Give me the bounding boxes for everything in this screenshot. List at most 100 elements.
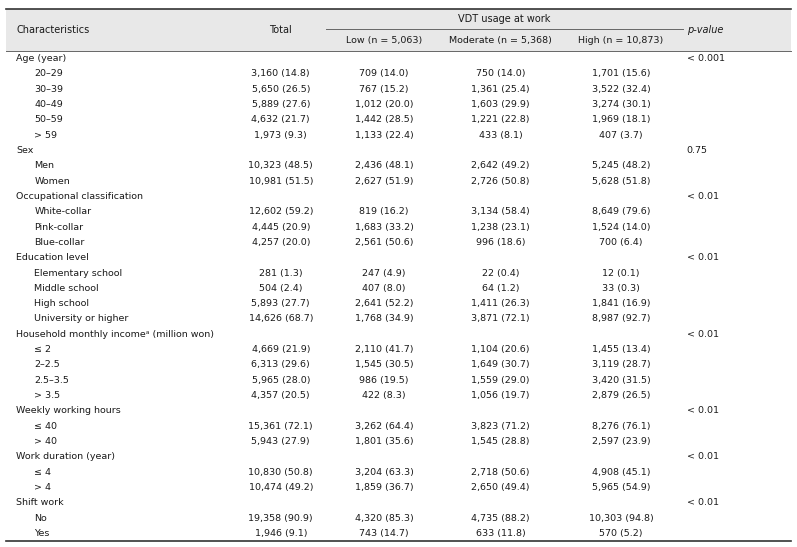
Text: 4,908 (45.1): 4,908 (45.1)	[592, 468, 650, 476]
Text: 2,726 (50.8): 2,726 (50.8)	[471, 177, 530, 185]
Text: 4,320 (85.3): 4,320 (85.3)	[355, 514, 414, 522]
Bar	[6, 327, 791, 342]
Bar	[6, 296, 791, 311]
Text: < 0.01: < 0.01	[687, 330, 719, 339]
Text: Household monthly incomeᵃ (million won): Household monthly incomeᵃ (million won)	[16, 330, 214, 339]
Text: 2,650 (49.4): 2,650 (49.4)	[471, 483, 530, 492]
Text: 3,204 (63.3): 3,204 (63.3)	[355, 468, 414, 476]
Text: < 0.01: < 0.01	[687, 498, 719, 507]
Text: 5,628 (51.8): 5,628 (51.8)	[592, 177, 650, 185]
Text: 5,943 (27.9): 5,943 (27.9)	[251, 437, 310, 446]
Text: 4,632 (21.7): 4,632 (21.7)	[251, 115, 310, 124]
Text: 1,411 (26.3): 1,411 (26.3)	[471, 299, 530, 308]
Text: Women: Women	[34, 177, 70, 185]
Text: 2,642 (49.2): 2,642 (49.2)	[471, 161, 530, 170]
Text: 2–2.5: 2–2.5	[34, 360, 60, 369]
Text: 570 (5.2): 570 (5.2)	[599, 529, 643, 538]
Text: 5,965 (28.0): 5,965 (28.0)	[252, 376, 310, 385]
Text: Occupational classification: Occupational classification	[16, 192, 143, 201]
Text: < 0.01: < 0.01	[687, 192, 719, 201]
Bar	[6, 143, 791, 158]
Text: 12,602 (59.2): 12,602 (59.2)	[249, 207, 313, 216]
Text: 14,626 (68.7): 14,626 (68.7)	[249, 315, 313, 323]
Bar	[6, 495, 791, 510]
Text: Yes: Yes	[34, 529, 49, 538]
Text: 3,274 (30.1): 3,274 (30.1)	[591, 100, 650, 109]
Text: 10,323 (48.5): 10,323 (48.5)	[249, 161, 313, 170]
Text: 986 (19.5): 986 (19.5)	[359, 376, 409, 385]
Text: Pink-collar: Pink-collar	[34, 223, 84, 231]
Text: 3,134 (58.4): 3,134 (58.4)	[471, 207, 530, 216]
Text: ≤ 4: ≤ 4	[34, 468, 51, 476]
Text: 3,420 (31.5): 3,420 (31.5)	[591, 376, 650, 385]
Text: 709 (14.0): 709 (14.0)	[359, 69, 409, 78]
Text: 2,597 (23.9): 2,597 (23.9)	[591, 437, 650, 446]
Text: Total: Total	[269, 25, 292, 35]
Bar	[6, 418, 791, 434]
Text: 40–49: 40–49	[34, 100, 63, 109]
Text: 2,436 (48.1): 2,436 (48.1)	[355, 161, 414, 170]
Bar	[6, 449, 791, 464]
Text: 1,545 (30.5): 1,545 (30.5)	[355, 360, 414, 369]
Text: 767 (15.2): 767 (15.2)	[359, 85, 409, 94]
Text: High school: High school	[34, 299, 89, 308]
Text: 3,871 (72.1): 3,871 (72.1)	[471, 315, 530, 323]
Text: Blue-collar: Blue-collar	[34, 238, 84, 247]
Text: 433 (8.1): 433 (8.1)	[479, 131, 522, 139]
Text: 8,649 (79.6): 8,649 (79.6)	[592, 207, 650, 216]
Text: 22 (0.4): 22 (0.4)	[482, 269, 520, 277]
Text: 12 (0.1): 12 (0.1)	[603, 269, 640, 277]
Text: < 0.01: < 0.01	[687, 253, 719, 262]
Text: White-collar: White-collar	[34, 207, 92, 216]
Text: 1,442 (28.5): 1,442 (28.5)	[355, 115, 413, 124]
Bar	[6, 204, 791, 219]
Text: Moderate (n = 5,368): Moderate (n = 5,368)	[450, 36, 552, 44]
Text: Education level: Education level	[16, 253, 89, 262]
Text: 2.5–3.5: 2.5–3.5	[34, 376, 69, 385]
Text: Weekly working hours: Weekly working hours	[16, 406, 121, 415]
Bar	[6, 97, 791, 112]
Text: 2,718 (50.6): 2,718 (50.6)	[471, 468, 530, 476]
Text: Work duration (year): Work duration (year)	[16, 452, 116, 461]
Text: 2,627 (51.9): 2,627 (51.9)	[355, 177, 413, 185]
Text: 5,245 (48.2): 5,245 (48.2)	[592, 161, 650, 170]
Text: 4,445 (20.9): 4,445 (20.9)	[252, 223, 310, 231]
Text: 64 (1.2): 64 (1.2)	[482, 284, 520, 293]
Text: 422 (8.3): 422 (8.3)	[362, 391, 406, 400]
Text: 8,276 (76.1): 8,276 (76.1)	[592, 422, 650, 430]
Text: 1,969 (18.1): 1,969 (18.1)	[592, 115, 650, 124]
Text: 1,683 (33.2): 1,683 (33.2)	[355, 223, 414, 231]
Text: High (n = 10,873): High (n = 10,873)	[579, 36, 664, 44]
Text: 1,133 (22.4): 1,133 (22.4)	[355, 131, 414, 139]
Text: 750 (14.0): 750 (14.0)	[476, 69, 525, 78]
Text: 10,303 (94.8): 10,303 (94.8)	[589, 514, 654, 522]
Bar	[6, 434, 791, 449]
Text: < 0.01: < 0.01	[687, 452, 719, 461]
Text: 996 (18.6): 996 (18.6)	[476, 238, 525, 247]
Text: 50–59: 50–59	[34, 115, 63, 124]
Text: VDT usage at work: VDT usage at work	[458, 14, 551, 24]
Text: 1,801 (35.6): 1,801 (35.6)	[355, 437, 414, 446]
Text: 30–39: 30–39	[34, 85, 63, 94]
Text: Characteristics: Characteristics	[16, 25, 89, 35]
Text: 5,889 (27.6): 5,889 (27.6)	[252, 100, 310, 109]
Text: 743 (14.7): 743 (14.7)	[359, 529, 409, 538]
Text: 1,768 (34.9): 1,768 (34.9)	[355, 315, 414, 323]
Text: 1,056 (19.7): 1,056 (19.7)	[471, 391, 530, 400]
Text: 1,701 (15.6): 1,701 (15.6)	[592, 69, 650, 78]
Text: 1,104 (20.6): 1,104 (20.6)	[471, 345, 530, 354]
Text: 281 (1.3): 281 (1.3)	[259, 269, 303, 277]
Text: 1,603 (29.9): 1,603 (29.9)	[471, 100, 530, 109]
Text: 5,893 (27.7): 5,893 (27.7)	[251, 299, 310, 308]
Text: 700 (6.4): 700 (6.4)	[599, 238, 643, 247]
Text: 819 (16.2): 819 (16.2)	[359, 207, 409, 216]
Text: 3,119 (28.7): 3,119 (28.7)	[591, 360, 650, 369]
Text: 1,559 (29.0): 1,559 (29.0)	[471, 376, 530, 385]
Text: 20–29: 20–29	[34, 69, 63, 78]
Text: > 40: > 40	[34, 437, 57, 446]
Bar	[6, 173, 791, 189]
Text: 247 (4.9): 247 (4.9)	[362, 269, 406, 277]
Text: > 4: > 4	[34, 483, 51, 492]
Bar	[6, 235, 791, 250]
Bar	[6, 112, 791, 127]
